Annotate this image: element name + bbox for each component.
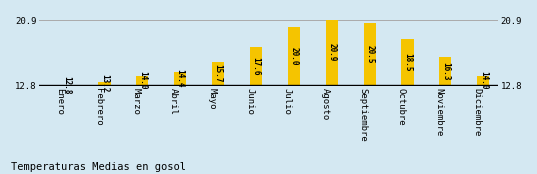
Bar [477, 76, 489, 85]
Text: 12.8: 12.8 [62, 76, 71, 94]
Text: 16.3: 16.3 [441, 62, 450, 80]
Bar [439, 57, 452, 85]
Bar [212, 62, 224, 85]
Text: 20.9: 20.9 [327, 44, 336, 62]
Text: 15.7: 15.7 [214, 64, 223, 83]
Bar [364, 23, 376, 85]
Text: 14.4: 14.4 [176, 69, 185, 88]
Text: 20.0: 20.0 [289, 47, 299, 66]
Text: 13.2: 13.2 [100, 74, 109, 93]
Text: 14.0: 14.0 [479, 71, 488, 90]
Text: 17.6: 17.6 [251, 57, 260, 75]
Bar [136, 76, 148, 85]
Text: 18.5: 18.5 [403, 53, 412, 72]
Bar [250, 47, 262, 85]
Text: Temperaturas Medias en gosol: Temperaturas Medias en gosol [11, 162, 186, 172]
Text: 14.0: 14.0 [138, 71, 147, 90]
Bar [326, 20, 338, 85]
Bar [98, 82, 111, 85]
Bar [174, 72, 186, 85]
Text: 20.5: 20.5 [365, 45, 374, 64]
Bar [402, 39, 413, 85]
Bar [288, 27, 300, 85]
